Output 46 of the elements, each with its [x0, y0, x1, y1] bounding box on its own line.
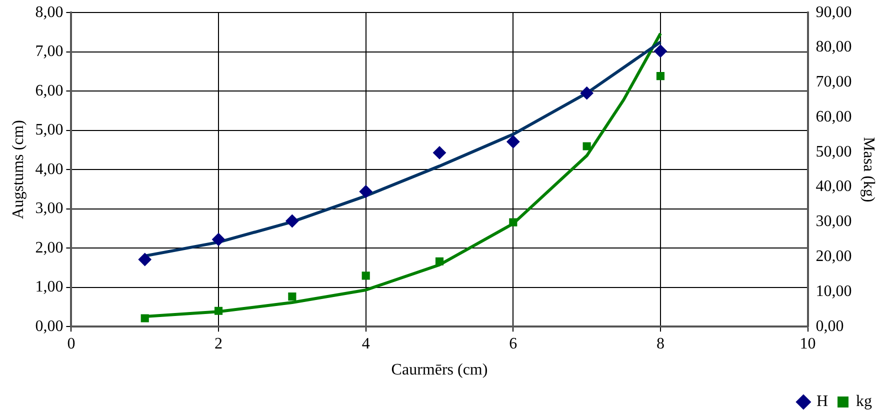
y-tick-label: 6,00	[35, 82, 64, 100]
point	[362, 272, 370, 280]
x-tick-label: 0	[67, 335, 76, 352]
point	[654, 44, 667, 58]
y-tick-label: 3,00	[35, 200, 64, 218]
point	[582, 142, 591, 150]
y2-axis-title: Masa (kg)	[860, 136, 878, 202]
legend-label: H	[816, 393, 828, 410]
point	[138, 252, 152, 266]
y-tick-label: 7,00	[35, 43, 64, 60]
point	[435, 257, 444, 266]
y-tick-label: 2,00	[35, 239, 64, 256]
y2-tick-label: 60,00	[816, 108, 852, 126]
y-tick-label: 0,00	[35, 318, 64, 335]
y-axis-title: Augstums (cm)	[10, 120, 27, 220]
y2-tick-label: 0,00	[816, 318, 844, 335]
point	[509, 218, 518, 226]
point	[286, 214, 299, 228]
y-tick-label: 1,00	[35, 278, 64, 296]
x-tick-label: 10	[800, 335, 816, 352]
x-tick-label: 4	[362, 335, 370, 352]
point	[212, 232, 226, 246]
y-tick-label: 5,00	[35, 122, 64, 139]
point	[580, 86, 594, 100]
y2-tick-label: 10,00	[816, 282, 852, 300]
x-tick-label: 2	[214, 335, 223, 352]
legend-label: kg	[856, 393, 872, 410]
point	[506, 135, 520, 148]
y2-tick-label: 50,00	[816, 143, 852, 160]
point	[140, 314, 149, 322]
y2-tick-label: 80,00	[816, 38, 852, 56]
point	[288, 292, 296, 301]
y2-tick-label: 20,00	[816, 248, 852, 266]
y2-tick-label: 70,00	[816, 74, 852, 91]
y2-tick-label: 30,00	[816, 213, 852, 230]
point	[214, 306, 223, 315]
y-tick-label: 4,00	[35, 160, 64, 178]
x-axis-title: Caurmērs (cm)	[391, 362, 488, 379]
y2-tick-label: 40,00	[816, 178, 852, 196]
x-tick-label: 6	[509, 335, 518, 352]
point	[656, 72, 665, 80]
y-tick-label: 8,00	[35, 4, 64, 21]
x-tick-label: 8	[656, 335, 664, 352]
point	[433, 146, 446, 160]
y2-tick-label: 90,00	[816, 4, 852, 21]
point	[359, 185, 372, 198]
